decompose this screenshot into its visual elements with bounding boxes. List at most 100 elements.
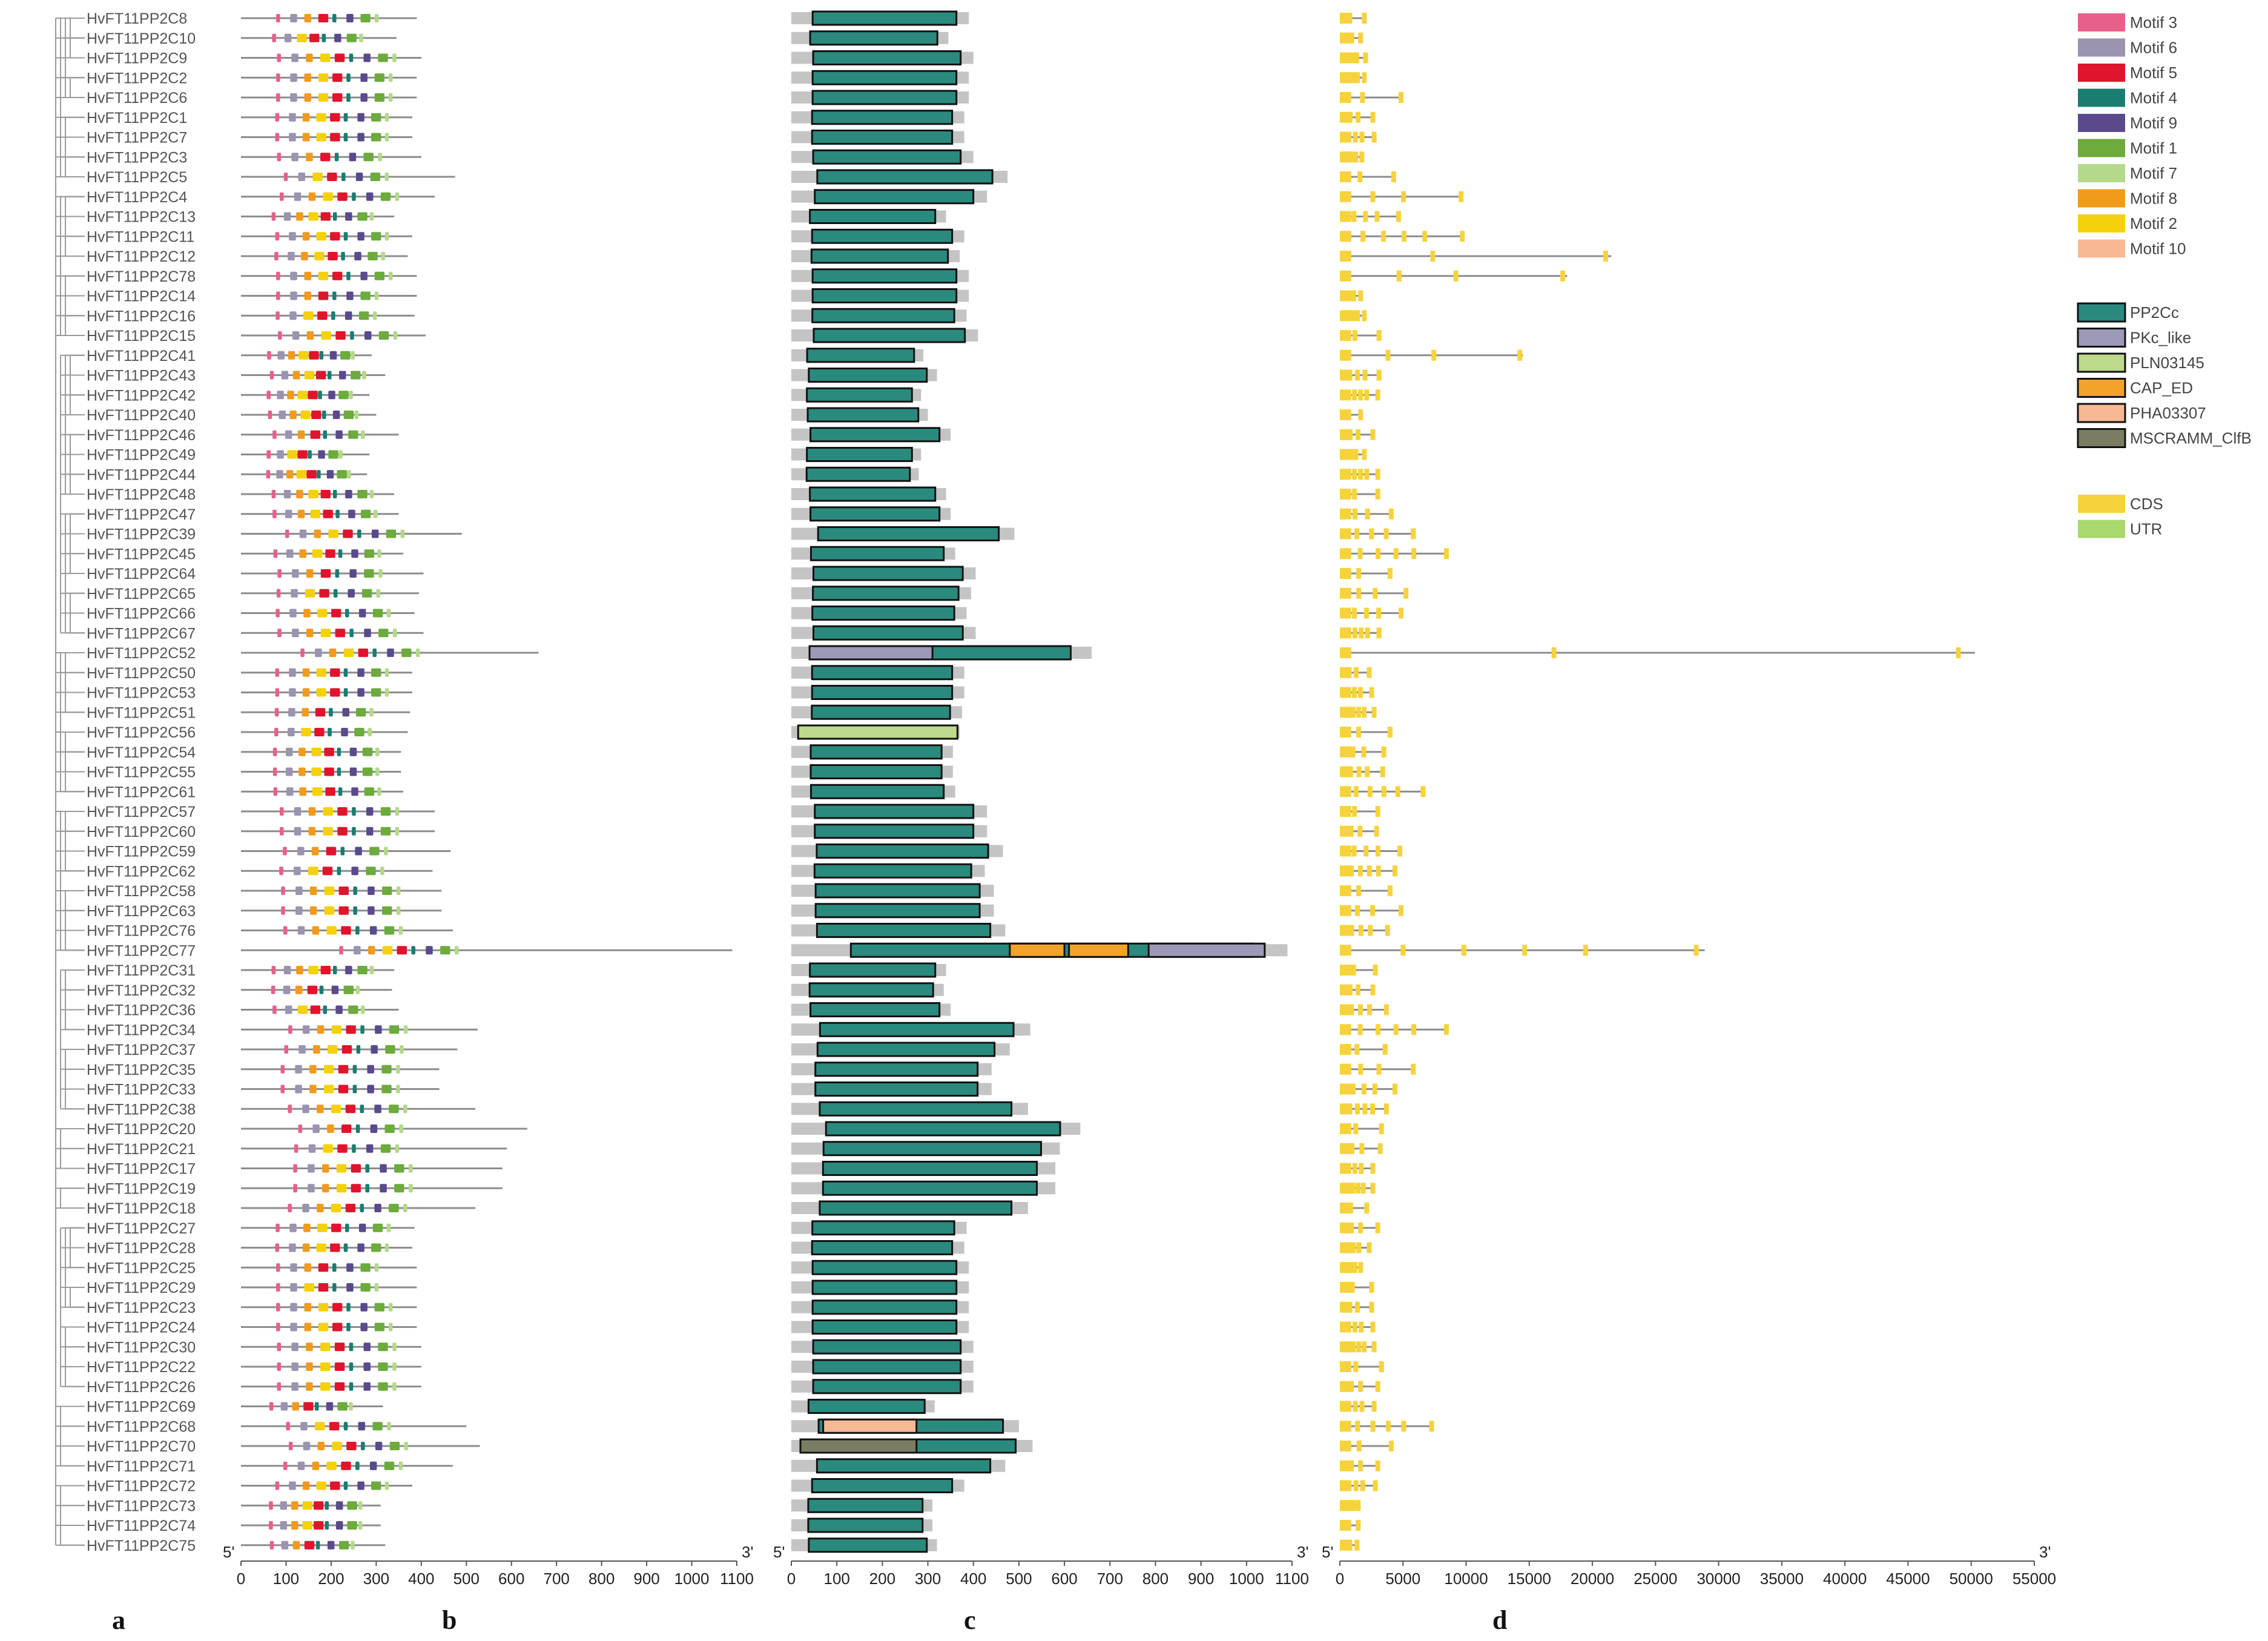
gene-label: HvFT11PP2C24 <box>87 1319 196 1336</box>
motif-box <box>283 212 291 221</box>
cds-exon <box>1375 389 1380 401</box>
pp2cc-domain <box>812 149 962 165</box>
gene-label: HvFT11PP2C69 <box>87 1399 196 1416</box>
motif-box <box>324 747 334 756</box>
motif-box <box>377 549 381 558</box>
pp2cc-domain <box>808 982 934 998</box>
cds-exon <box>1364 1203 1370 1213</box>
gene-label: HvFT11PP2C73 <box>87 1497 196 1514</box>
pp2cc-domain <box>809 546 945 561</box>
motif-box <box>291 589 298 598</box>
tick-label-d: 40000 <box>1823 1570 1867 1588</box>
motif-box <box>366 867 376 876</box>
motif-box <box>325 787 335 796</box>
gene-label: HvFT11PP2C1 <box>87 110 187 127</box>
motif-box <box>326 847 337 856</box>
pp2cc-domain <box>822 1161 1038 1176</box>
motif-box <box>306 1342 313 1352</box>
motif-box <box>296 966 303 974</box>
cds-exon <box>1371 131 1377 143</box>
cds-exon <box>1368 925 1373 936</box>
motif-box <box>403 1025 408 1034</box>
cds-exon <box>1388 1441 1394 1451</box>
motif-box <box>415 649 420 657</box>
motif-box <box>349 1342 354 1352</box>
cds-exon <box>1346 627 1351 639</box>
pp2cc-domain <box>808 368 928 383</box>
gene-label: HvFT11PP2C70 <box>87 1438 196 1455</box>
motif-box <box>365 1164 370 1173</box>
motif-box <box>374 1303 385 1312</box>
motif-box <box>374 1283 379 1292</box>
cds-exon <box>1366 667 1372 678</box>
motif-box <box>349 1382 354 1391</box>
motif-box <box>328 529 338 538</box>
cds-exon <box>1353 1123 1359 1134</box>
motif-box <box>295 1065 302 1074</box>
motif-box <box>397 946 407 955</box>
cds-exon <box>1348 1500 1353 1511</box>
motif-legend-swatch <box>2078 139 2125 157</box>
motif-box <box>353 906 357 915</box>
motif-box <box>271 985 275 994</box>
motif-box <box>373 509 378 518</box>
motif-box <box>367 1065 374 1074</box>
tick-label-b: 800 <box>588 1570 615 1588</box>
motif-box <box>322 1184 329 1193</box>
motif-box <box>362 767 373 776</box>
cds-exon <box>1340 349 1351 361</box>
motif-box <box>329 351 337 360</box>
cds-exon <box>1420 786 1426 797</box>
motif-box <box>360 1322 368 1332</box>
motif-box <box>321 331 331 340</box>
motif-box <box>343 668 348 677</box>
pp2cc-domain <box>814 804 975 819</box>
motif-box <box>289 133 296 142</box>
motif-box <box>366 807 374 816</box>
exon-intron-panel <box>1340 13 1975 1551</box>
motif-legend-swatch <box>2078 38 2125 57</box>
motif-box <box>368 906 375 915</box>
cds-exon <box>1340 508 1351 520</box>
motif-box <box>298 173 306 181</box>
motif-box <box>372 1223 383 1232</box>
motif-box <box>363 53 371 62</box>
cds-exon <box>1340 1222 1351 1233</box>
cds-exon <box>1359 1143 1365 1154</box>
motif-box <box>396 887 401 895</box>
motif-box <box>308 966 318 974</box>
motif-box <box>401 649 412 657</box>
motif-box <box>327 1540 335 1550</box>
motif-box <box>372 649 377 657</box>
motif-legend-swatch <box>2078 64 2125 82</box>
motif-box <box>352 1065 357 1074</box>
gene-label: HvFT11PP2C8 <box>87 10 187 27</box>
motif-box <box>283 173 288 181</box>
motif-box <box>343 1422 348 1431</box>
motif-box <box>354 728 364 736</box>
motif-box <box>333 589 338 598</box>
motif-box <box>308 1184 315 1193</box>
pp2cc-domain <box>813 863 972 879</box>
motif-box <box>276 1263 280 1272</box>
motif-box <box>338 549 343 558</box>
cap-ed-domain <box>1068 942 1129 958</box>
motif-box <box>277 391 284 400</box>
motif-box <box>393 331 398 340</box>
cds-exon <box>1340 786 1351 797</box>
motif-box <box>335 629 345 638</box>
motif-box <box>388 93 393 102</box>
motif-box <box>426 946 433 955</box>
cds-exon <box>1340 1143 1351 1154</box>
motif-box <box>312 549 323 558</box>
cds-exon <box>1351 72 1356 84</box>
gene-label: HvFT11PP2C18 <box>87 1200 196 1217</box>
motif-box <box>308 1144 316 1153</box>
motif-box <box>332 490 337 498</box>
motif-box <box>271 212 276 221</box>
motif-box <box>277 153 282 162</box>
motif-box <box>340 847 345 856</box>
cds-exon <box>1340 191 1351 202</box>
cds-exon <box>1363 211 1368 222</box>
